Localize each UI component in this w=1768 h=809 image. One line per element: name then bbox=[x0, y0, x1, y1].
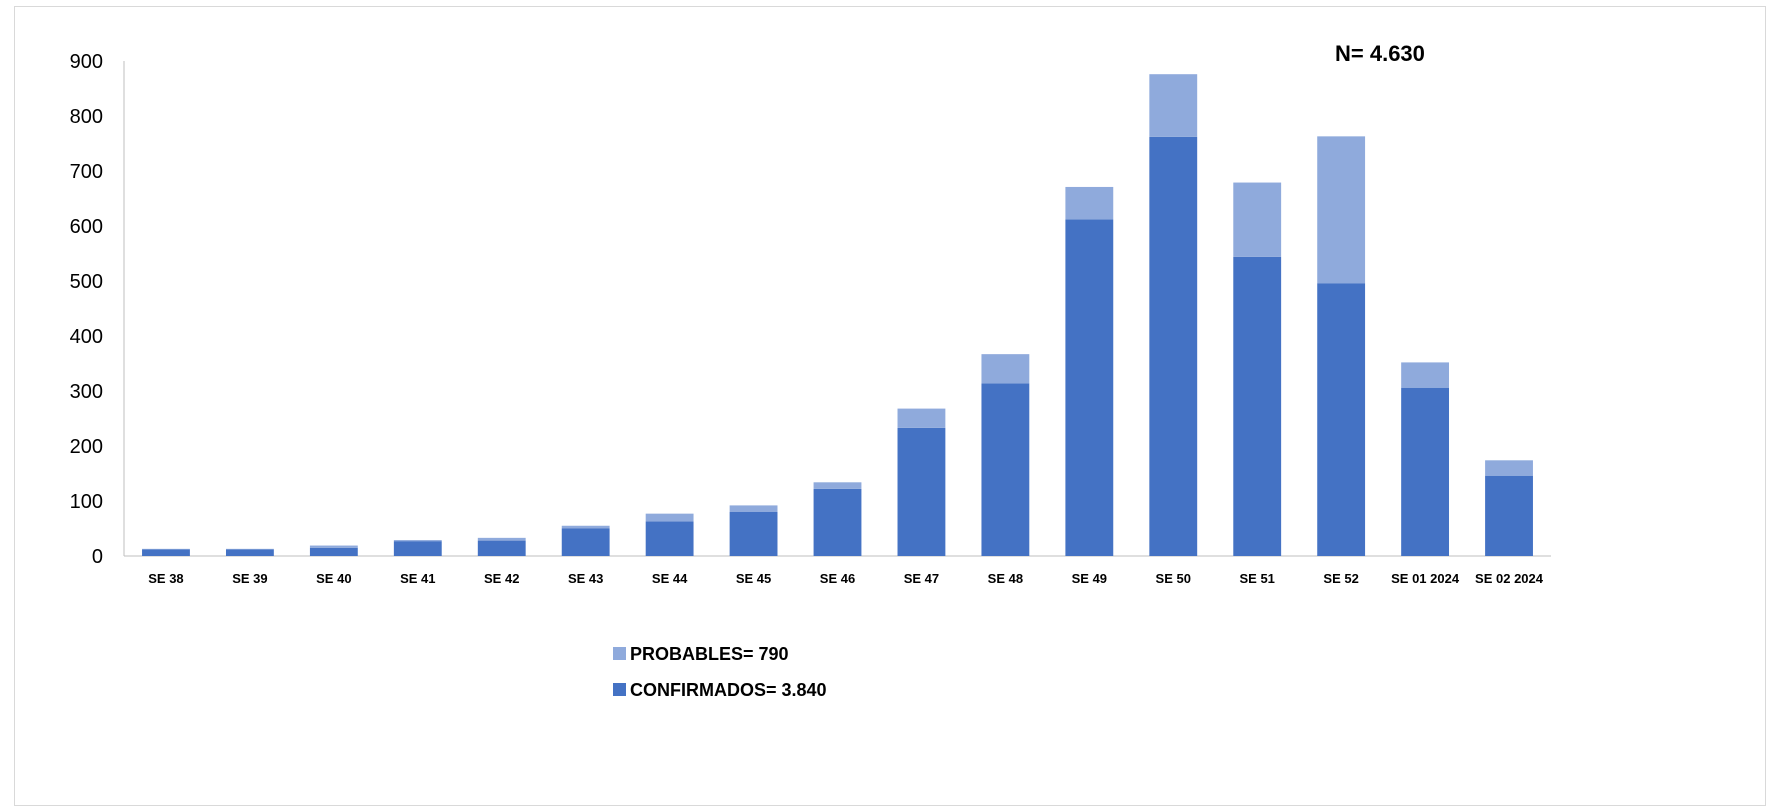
x-tick-label: SE 47 bbox=[904, 571, 939, 586]
x-tick-label: SE 48 bbox=[988, 571, 1023, 586]
bar-probables bbox=[813, 482, 862, 489]
bar-confirmados bbox=[142, 549, 190, 556]
bar-confirmados bbox=[477, 540, 526, 556]
bar-probables bbox=[1485, 460, 1533, 476]
bar-confirmados bbox=[645, 521, 694, 556]
x-tick-label: SE 40 bbox=[316, 571, 351, 586]
x-tick-label: SE 45 bbox=[736, 571, 771, 586]
bar-probables bbox=[393, 540, 442, 542]
bar-probables bbox=[309, 545, 358, 548]
x-tick-label: SE 41 bbox=[400, 571, 435, 586]
y-tick-label: 0 bbox=[92, 546, 103, 568]
x-tick-label: SE 50 bbox=[1156, 571, 1191, 586]
legend: PROBABLES= 790 CONFIRMADOS= 3.840 bbox=[613, 644, 827, 700]
x-tick-label: SE 49 bbox=[1072, 571, 1107, 586]
bar-probables bbox=[729, 505, 778, 512]
x-tick-label: SE 43 bbox=[568, 571, 603, 586]
bar-probables bbox=[1233, 182, 1282, 257]
x-tick-label: SE 44 bbox=[652, 571, 688, 586]
bar-confirmados bbox=[1065, 219, 1114, 556]
y-tick-label: 600 bbox=[70, 216, 103, 238]
x-tick-label: SE 02 2024 bbox=[1475, 571, 1544, 586]
bar-probables bbox=[1317, 136, 1366, 284]
bars bbox=[142, 74, 1533, 556]
bar-probables bbox=[1149, 74, 1198, 137]
y-tick-label: 800 bbox=[70, 106, 103, 128]
x-tick-label: SE 52 bbox=[1323, 571, 1358, 586]
bar-confirmados bbox=[1233, 256, 1282, 556]
legend-label: PROBABLES= 790 bbox=[630, 644, 789, 664]
total-annotation: N= 4.630 bbox=[1335, 41, 1425, 66]
legend-swatch bbox=[613, 683, 626, 696]
y-tick-label: 400 bbox=[70, 326, 103, 348]
y-axis: 0 100 200 300 400 500 600 700 800 900 bbox=[70, 51, 125, 568]
bar-confirmados bbox=[981, 383, 1030, 556]
x-axis: SE 38 SE 39 SE 40 SE 41 SE 42 SE 43 SE 44 SE 45… bbox=[124, 555, 1551, 586]
bar-probables bbox=[225, 548, 274, 550]
bar-confirmados bbox=[1401, 387, 1450, 556]
bar-probables bbox=[1065, 186, 1114, 220]
bar-confirmados bbox=[1149, 136, 1198, 556]
bar-probables bbox=[561, 525, 610, 529]
y-tick-label: 700 bbox=[70, 161, 103, 183]
legend-label: CONFIRMADOS= 3.840 bbox=[630, 680, 827, 700]
bar-probables bbox=[981, 354, 1030, 384]
bar-confirmados bbox=[309, 547, 358, 556]
x-tick-label: SE 01 2024 bbox=[1391, 571, 1460, 586]
x-tick-label: SE 51 bbox=[1239, 571, 1274, 586]
bar-probables bbox=[142, 548, 190, 550]
y-tick-label: 500 bbox=[70, 271, 103, 293]
y-tick-label: 900 bbox=[70, 51, 103, 73]
bar-confirmados bbox=[1317, 283, 1366, 556]
legend-swatch bbox=[613, 647, 626, 660]
x-tick-label: SE 38 bbox=[148, 571, 183, 586]
bar-probables bbox=[477, 537, 526, 541]
bar-confirmados bbox=[225, 549, 274, 556]
bar-confirmados bbox=[729, 512, 778, 556]
y-tick-label: 200 bbox=[70, 436, 103, 458]
x-tick-label: SE 46 bbox=[820, 571, 855, 586]
x-tick-label: SE 42 bbox=[484, 571, 519, 586]
bar-probables bbox=[645, 513, 694, 522]
bar-confirmados bbox=[561, 528, 610, 556]
chart-frame: 0 100 200 300 400 500 600 700 800 900 SE 38 SE 39 S… bbox=[14, 6, 1766, 806]
bar-probables bbox=[897, 408, 946, 428]
y-tick-label: 100 bbox=[70, 491, 103, 513]
y-tick-label: 300 bbox=[70, 381, 103, 403]
bar-confirmados bbox=[897, 427, 946, 556]
bar-confirmados bbox=[813, 488, 862, 556]
bar-probables bbox=[1401, 362, 1450, 388]
x-tick-label: SE 39 bbox=[232, 571, 267, 586]
bar-confirmados bbox=[393, 541, 442, 556]
bar-confirmados bbox=[1485, 475, 1533, 556]
